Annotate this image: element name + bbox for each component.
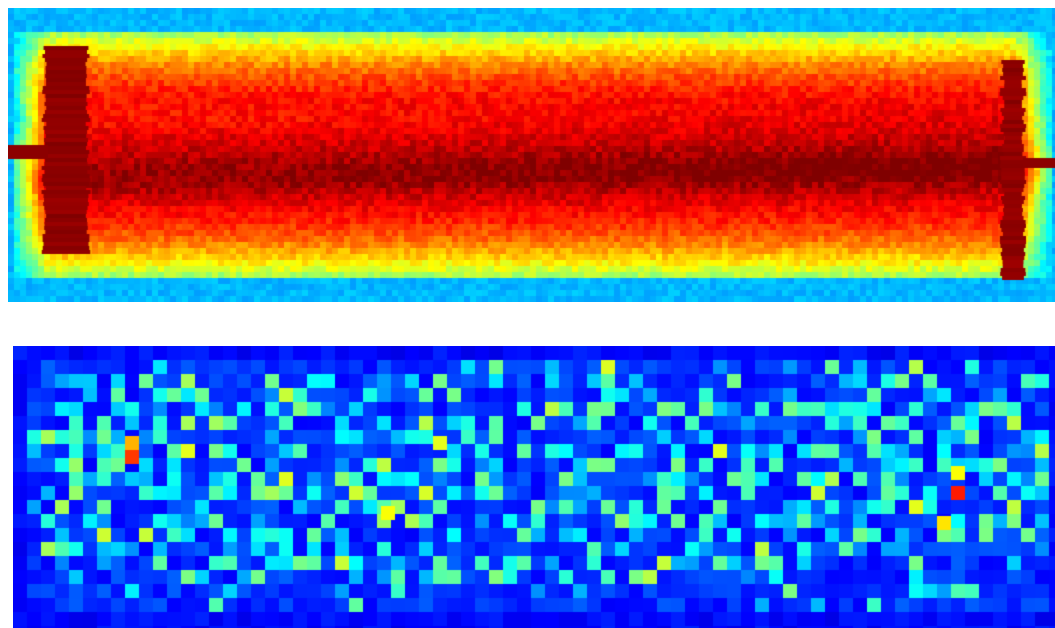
bottom-heatmap-panel bbox=[13, 346, 1055, 628]
top-heatmap-image bbox=[8, 8, 1055, 302]
bottom-heatmap-image bbox=[13, 346, 1055, 628]
top-heatmap-panel bbox=[8, 8, 1055, 302]
